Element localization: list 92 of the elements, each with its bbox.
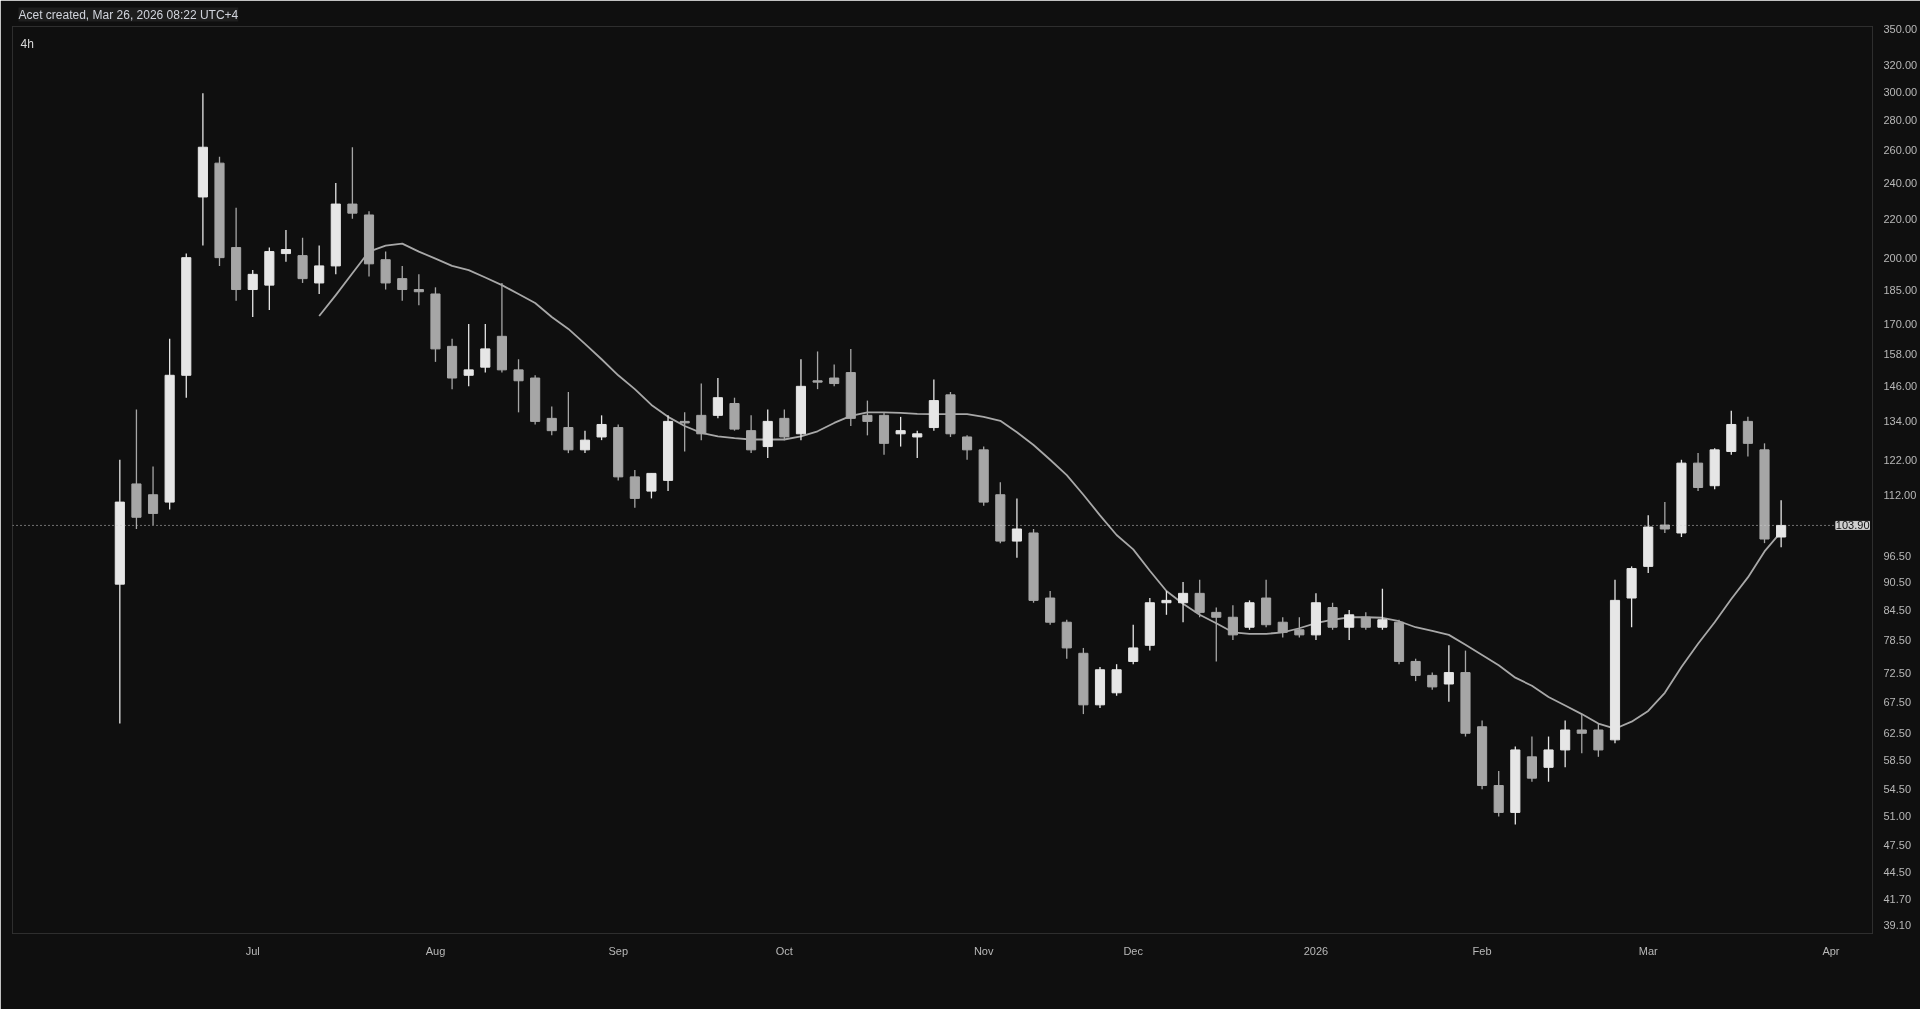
candlestick (1227, 604, 1238, 641)
ref-line-label: 103.90 (1835, 519, 1870, 532)
y-tick-label: 112.00 (1883, 488, 1917, 501)
candlestick (1526, 735, 1537, 783)
y-tick-label: 44.50 (1883, 866, 1912, 879)
candlestick (712, 377, 723, 420)
x-tick-label: Nov (973, 944, 994, 957)
candlestick (1128, 624, 1139, 665)
candlestick (314, 244, 325, 295)
x-tick-label: Oct (775, 944, 793, 957)
x-tick-label: Jul (245, 944, 260, 957)
text: 4h (20, 36, 34, 51)
candlestick (546, 405, 557, 437)
x-tick-label: Sep (608, 944, 628, 957)
candlestick (347, 146, 358, 220)
y-tick-label: 67.50 (1883, 695, 1912, 708)
candlestick (1161, 590, 1172, 616)
x-tick-label: Feb (1472, 944, 1492, 957)
y-tick-label: 134.00 (1883, 415, 1918, 428)
candlestick (912, 430, 923, 459)
x-tick-label: Apr (1822, 944, 1840, 957)
candlestick (1560, 719, 1571, 768)
y-tick-label: 58.50 (1883, 754, 1912, 767)
candlestick (579, 430, 591, 454)
candlestick (147, 465, 159, 526)
candlestick (297, 237, 308, 284)
candlestick (596, 414, 607, 441)
candlestick (895, 416, 906, 448)
candlestick (812, 350, 823, 390)
y-tick-label: 41.70 (1883, 892, 1912, 905)
candlestick (679, 411, 690, 453)
x-tick-label: Dec (1123, 944, 1144, 957)
candlestick (829, 363, 840, 387)
candlestick (1177, 581, 1189, 623)
x-tick-label: Aug (425, 944, 446, 957)
y-tick-label: 54.50 (1883, 783, 1912, 796)
y-tick-label: 90.50 (1883, 575, 1912, 588)
y-tick-label: 320.00 (1883, 59, 1918, 72)
text: Acet created, Mar 26, 2026 08:22 UTC+4 (18, 7, 239, 22)
candlestick (1327, 602, 1338, 631)
candlestick (280, 229, 292, 263)
candlestick (1294, 616, 1305, 639)
candlestick (1377, 588, 1388, 631)
y-tick-label: 170.00 (1883, 318, 1918, 331)
candlestick (397, 265, 408, 302)
y-tick-label: 146.00 (1883, 380, 1918, 393)
candlestick (1111, 663, 1122, 697)
y-tick-label: 78.50 (1883, 634, 1912, 647)
candlestick (1659, 501, 1670, 534)
y-tick-label: 280.00 (1883, 114, 1918, 127)
y-tick-label: 84.50 (1883, 603, 1912, 616)
candlestick (1543, 735, 1554, 783)
y-tick-label: 47.50 (1883, 839, 1912, 852)
candlestick (629, 469, 640, 509)
candlestick (563, 391, 574, 454)
candlestick (413, 273, 424, 306)
candlestick (1776, 499, 1787, 548)
candlestick (1742, 416, 1753, 458)
y-tick-label: 185.00 (1883, 283, 1918, 296)
candlestick (513, 358, 524, 413)
y-tick-label: 72.50 (1883, 666, 1912, 679)
candlestick (746, 414, 757, 454)
y-tick-label: 200.00 (1883, 251, 1918, 264)
y-tick-label: 51.00 (1883, 810, 1912, 823)
candlestick (1344, 609, 1355, 641)
candlestick (696, 382, 707, 441)
candlestick (1443, 644, 1454, 703)
candlestick (463, 323, 474, 387)
candlestick (247, 269, 258, 318)
y-tick-label: 220.00 (1883, 212, 1918, 225)
candlestick (962, 434, 973, 461)
candlestick (480, 323, 491, 374)
candlestick (1194, 578, 1205, 618)
candlestick (862, 399, 873, 437)
candlestick (779, 408, 790, 441)
y-tick-label: 62.50 (1883, 727, 1912, 740)
x-tick-label: 2026 (1303, 944, 1329, 957)
candlestick (380, 250, 391, 291)
y-tick-label: 96.50 (1883, 549, 1912, 562)
y-tick-label: 300.00 (1883, 85, 1918, 98)
y-tick-label: 240.00 (1883, 177, 1918, 190)
y-tick-label: 260.00 (1883, 144, 1918, 157)
y-tick-label: 39.10 (1883, 919, 1912, 932)
candlestick (1277, 616, 1288, 639)
y-tick-label: 158.00 (1883, 348, 1918, 361)
candlestick (1410, 658, 1421, 682)
y-tick-label: 122.00 (1883, 453, 1918, 466)
candlestick (1211, 606, 1222, 663)
x-tick-label: Mar (1638, 944, 1659, 957)
candlestick (1011, 497, 1022, 559)
y-tick-label: 350.00 (1883, 22, 1918, 35)
candlestick (646, 472, 657, 500)
